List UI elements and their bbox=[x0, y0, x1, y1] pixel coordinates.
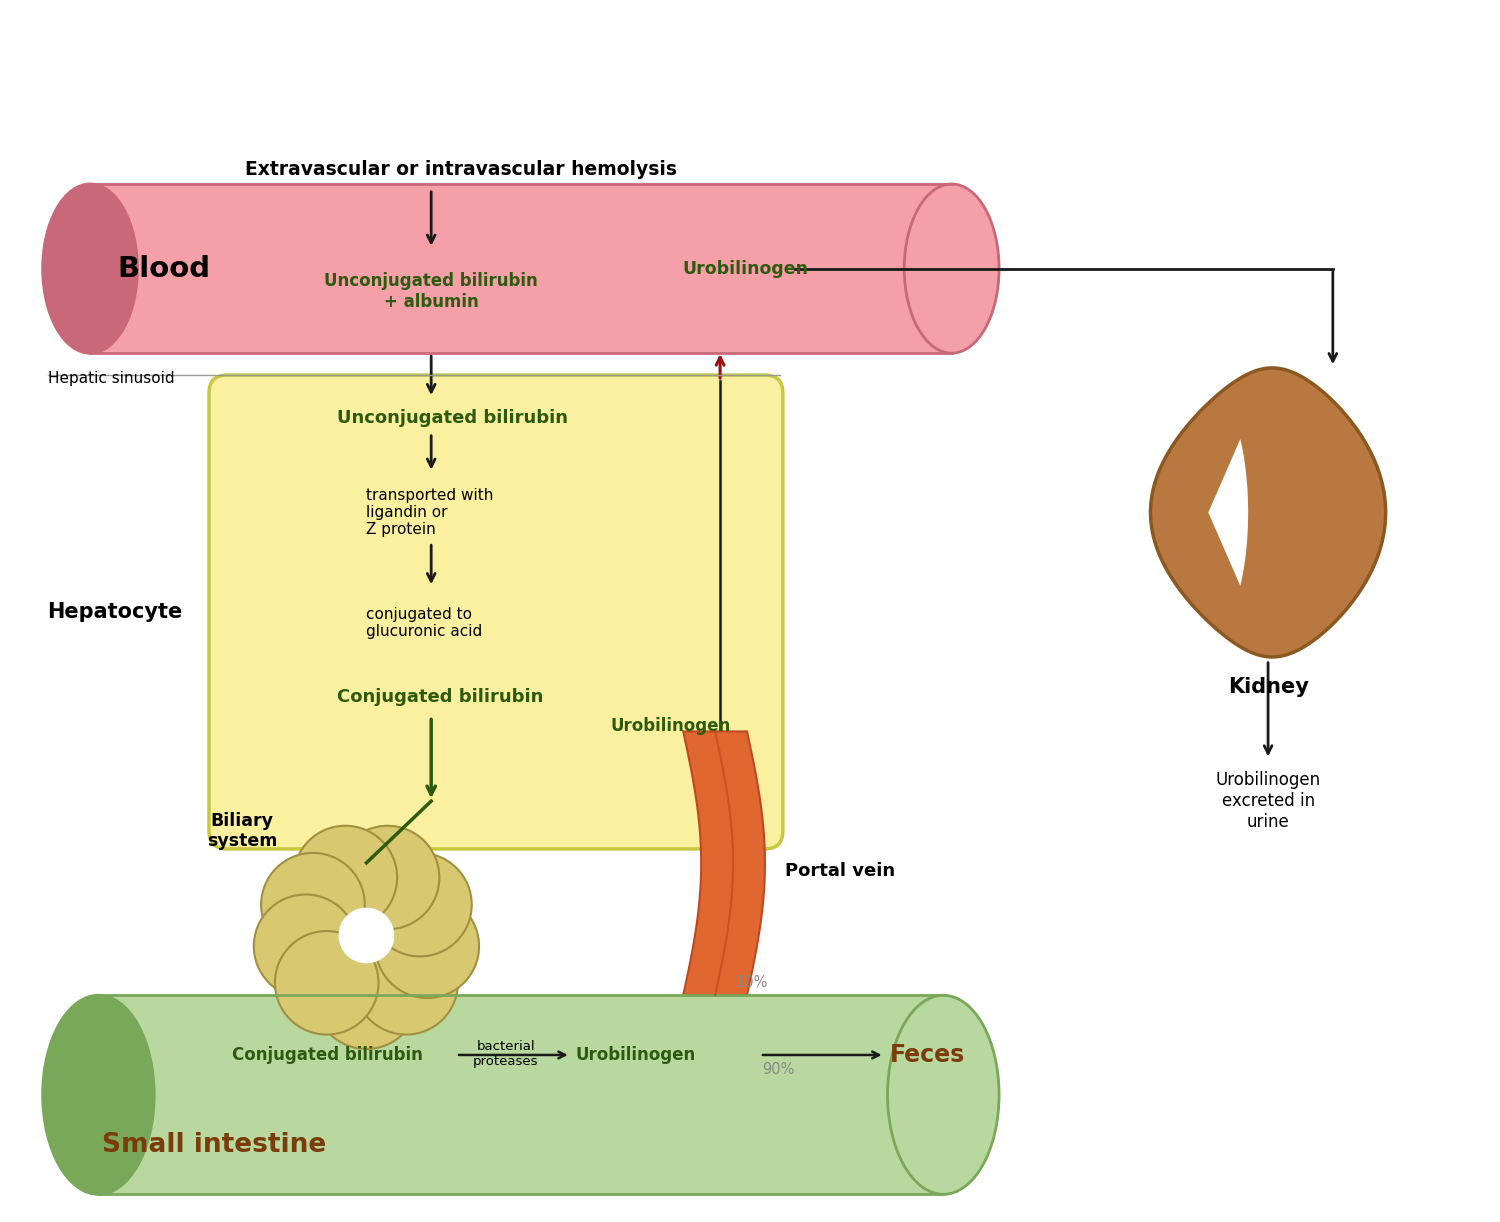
Polygon shape bbox=[1150, 368, 1386, 657]
Text: transported with
ligandin or
Z protein: transported with ligandin or Z protein bbox=[366, 488, 494, 538]
Text: Unconjugated bilirubin
+ albumin: Unconjugated bilirubin + albumin bbox=[324, 273, 538, 310]
Text: Kidney: Kidney bbox=[1227, 677, 1308, 697]
Circle shape bbox=[354, 931, 458, 1035]
Ellipse shape bbox=[42, 995, 154, 1194]
Text: bacterial
proteases: bacterial proteases bbox=[472, 1040, 538, 1068]
Text: Conjugated bilirubin: Conjugated bilirubin bbox=[336, 688, 543, 705]
Text: conjugated to
glucuronic acid: conjugated to glucuronic acid bbox=[366, 607, 483, 639]
Text: Extravascular or intravascular hemolysis: Extravascular or intravascular hemolysis bbox=[244, 160, 676, 178]
Bar bbox=[99, 995, 943, 1194]
Circle shape bbox=[274, 931, 378, 1035]
Polygon shape bbox=[682, 732, 765, 995]
Text: Feces: Feces bbox=[890, 1042, 965, 1067]
Text: Unconjugated bilirubin: Unconjugated bilirubin bbox=[336, 409, 567, 426]
Text: 90%: 90% bbox=[762, 1062, 795, 1078]
Text: Biliary
system: Biliary system bbox=[207, 811, 278, 851]
Circle shape bbox=[336, 826, 440, 929]
Text: Urobilinogen: Urobilinogen bbox=[682, 259, 808, 277]
Circle shape bbox=[375, 895, 478, 998]
Text: Blood: Blood bbox=[117, 254, 210, 282]
Circle shape bbox=[315, 946, 419, 1048]
Text: 10%: 10% bbox=[735, 975, 768, 990]
Text: Conjugated bilirubin: Conjugated bilirubin bbox=[232, 1046, 423, 1064]
Circle shape bbox=[261, 853, 364, 957]
Bar bbox=[90, 185, 951, 353]
Circle shape bbox=[294, 826, 398, 929]
Text: Urobilinogen: Urobilinogen bbox=[610, 717, 730, 736]
Text: Urobilinogen
excreted in
urine: Urobilinogen excreted in urine bbox=[1215, 771, 1320, 831]
FancyBboxPatch shape bbox=[209, 375, 783, 849]
Text: Urobilinogen: Urobilinogen bbox=[576, 1046, 696, 1064]
Text: Small intestine: Small intestine bbox=[102, 1132, 327, 1157]
Text: Hepatocyte: Hepatocyte bbox=[48, 602, 183, 622]
Circle shape bbox=[368, 853, 471, 957]
Ellipse shape bbox=[42, 185, 138, 353]
Ellipse shape bbox=[888, 995, 999, 1194]
Circle shape bbox=[339, 908, 394, 963]
Ellipse shape bbox=[904, 185, 999, 353]
Text: Hepatic sinusoid: Hepatic sinusoid bbox=[48, 371, 174, 386]
Polygon shape bbox=[1209, 439, 1248, 585]
Circle shape bbox=[254, 895, 357, 998]
Text: Portal vein: Portal vein bbox=[784, 862, 895, 880]
